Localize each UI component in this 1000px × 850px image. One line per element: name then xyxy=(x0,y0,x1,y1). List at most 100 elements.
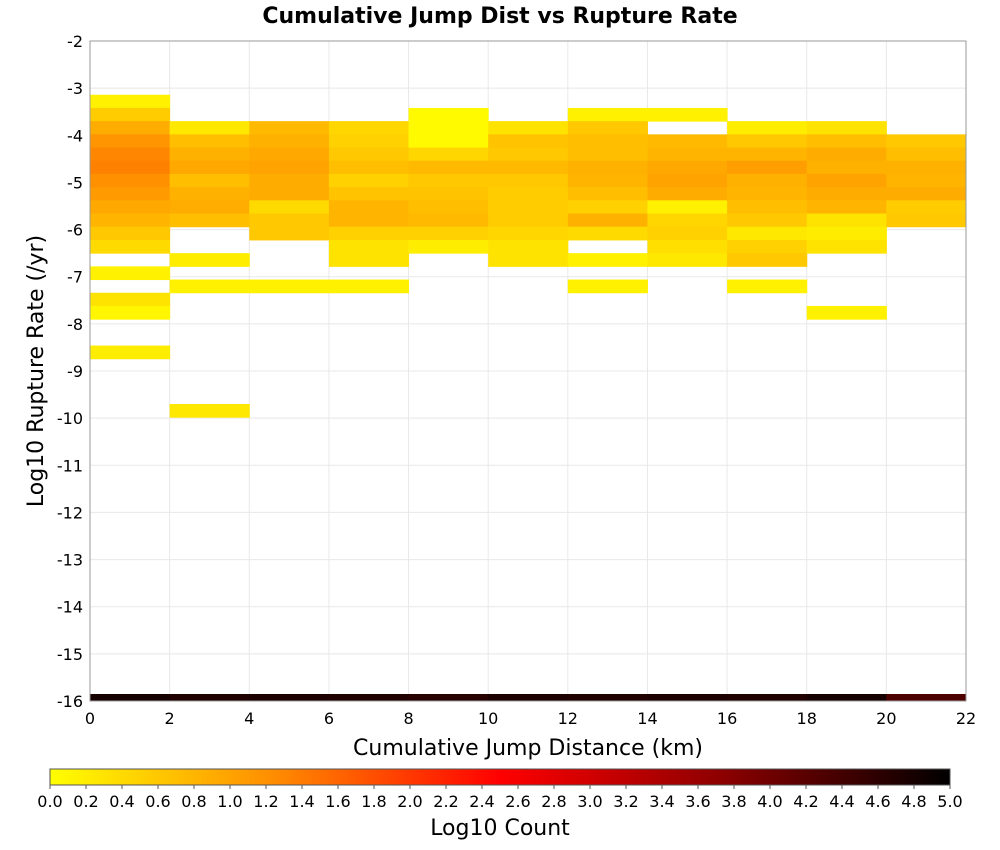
heatmap-cell xyxy=(90,213,171,228)
heatmap-cell xyxy=(249,173,330,188)
heatmap-cell xyxy=(328,226,410,241)
heatmap-cell xyxy=(806,200,887,215)
heatmap-cell xyxy=(169,279,250,294)
heatmap-cell xyxy=(567,253,648,267)
x-tick-label: 4 xyxy=(244,709,254,728)
y-tick-label: -10 xyxy=(57,409,83,428)
heatmap-cell xyxy=(727,213,808,228)
heatmap-cell xyxy=(806,305,887,320)
heatmap-cell xyxy=(727,239,808,254)
x-tick-label: 20 xyxy=(876,709,896,728)
heatmap-cell xyxy=(90,187,171,201)
heatmap-cell xyxy=(647,147,728,162)
heatmap-cell xyxy=(90,266,171,281)
heatmap-cell xyxy=(647,187,728,201)
heatmap-cell xyxy=(727,200,808,215)
heatmap-cell xyxy=(90,292,171,307)
heatmap-cell xyxy=(328,160,410,175)
heatmap-cell-bottom xyxy=(408,694,489,701)
heatmap-cell-bottom xyxy=(169,694,250,701)
heatmap-cell-bottom xyxy=(249,694,330,701)
heatmap-cell xyxy=(90,305,171,320)
colorbar-tick-label: 0.0 xyxy=(37,792,62,811)
heatmap-cell xyxy=(488,226,569,241)
heatmap-cell xyxy=(647,173,728,188)
heatmap-cell xyxy=(90,239,171,254)
heatmap-cell xyxy=(249,279,330,294)
heatmap-cell xyxy=(727,147,808,162)
heatmap-cell xyxy=(567,173,648,188)
heatmap-cell xyxy=(488,187,569,201)
heatmap-cell xyxy=(408,187,489,201)
heatmap-cell xyxy=(90,345,171,360)
x-tick-label: 8 xyxy=(403,709,413,728)
y-tick-label: -16 xyxy=(57,692,83,711)
heatmap-cell xyxy=(328,239,410,254)
heatmap-cell xyxy=(727,187,808,201)
x-tick-labels: 0 2 4 6 8 10 12 14 16 18 20 22 xyxy=(85,709,976,728)
colorbar-tick-label: 0.6 xyxy=(145,792,170,811)
heatmap-cell xyxy=(886,173,967,188)
heatmap-cells xyxy=(90,94,967,701)
heatmap-cell xyxy=(328,213,410,228)
heatmap-cell xyxy=(408,147,489,162)
heatmap-cell xyxy=(488,239,569,254)
heatmap-cell xyxy=(249,134,330,149)
colorbar-tick-label: 2.4 xyxy=(469,792,494,811)
heatmap-cell xyxy=(328,147,410,162)
colorbar-tick-label: 2.2 xyxy=(433,792,458,811)
colorbar-tick-label: 3.6 xyxy=(685,792,710,811)
heatmap-cell xyxy=(408,226,489,241)
heatmap-cell xyxy=(647,253,728,267)
heatmap-cell xyxy=(249,200,330,215)
heatmap-cell xyxy=(249,226,330,241)
y-axis-label: Log10 Rupture Rate (/yr) xyxy=(24,235,49,507)
colorbar-label: Log10 Count xyxy=(430,816,570,841)
colorbar-tick-label: 1.4 xyxy=(289,792,314,811)
heatmap-cell xyxy=(169,213,250,228)
heatmap-cell xyxy=(408,239,489,254)
x-tick-label: 22 xyxy=(956,709,976,728)
heatmap-cell xyxy=(727,279,808,294)
heatmap-cell xyxy=(647,200,728,215)
heatmap-cell xyxy=(249,187,330,201)
heatmap-cell xyxy=(806,187,887,201)
heatmap-cell xyxy=(488,121,569,135)
heatmap-cell xyxy=(169,160,250,175)
heatmap-cell xyxy=(488,160,569,175)
heatmap-cell xyxy=(328,187,410,201)
y-tick-label: -2 xyxy=(67,32,83,51)
heatmap-cell xyxy=(886,213,967,228)
colorbar xyxy=(49,768,951,786)
x-tick-label: 6 xyxy=(324,709,334,728)
heatmap-cell xyxy=(169,134,250,149)
chart-title: Cumulative Jump Dist vs Rupture Rate xyxy=(262,4,737,29)
y-tick-labels: -2 -3 -4 -5 -6 -7 -8 -9 -10 -11 -12 -13 -14 -15 -16 xyxy=(57,32,83,711)
colorbar-tick-label: 1.2 xyxy=(253,792,278,811)
heatmap-cell xyxy=(727,253,808,267)
heatmap-cell xyxy=(488,253,569,267)
heatmap-cell xyxy=(90,121,171,135)
heatmap-cell xyxy=(806,121,887,135)
heatmap-cell xyxy=(647,213,728,228)
heatmap-cell xyxy=(567,121,648,135)
heatmap-cell xyxy=(727,226,808,241)
heatmap-cell xyxy=(886,160,967,175)
heatmap-cell xyxy=(488,147,569,162)
heatmap-cell xyxy=(806,226,887,241)
heatmap-cell xyxy=(90,160,171,175)
colorbar-tick-label: 4.6 xyxy=(865,792,890,811)
colorbar-tick-label: 0.8 xyxy=(181,792,206,811)
colorbar-tick-label: 4.2 xyxy=(793,792,818,811)
x-tick-label: 14 xyxy=(637,709,657,728)
heatmap-cell xyxy=(567,226,648,241)
heatmap-cell xyxy=(408,213,489,228)
heatmap-cell xyxy=(567,107,648,122)
heatmap-cell-bottom xyxy=(886,694,967,701)
heatmap-cell xyxy=(488,134,569,149)
heatmap-cell xyxy=(408,160,489,175)
heatmap-cell xyxy=(567,213,648,228)
x-tick-label: 0 xyxy=(85,709,95,728)
heatmap-cell xyxy=(488,213,569,228)
